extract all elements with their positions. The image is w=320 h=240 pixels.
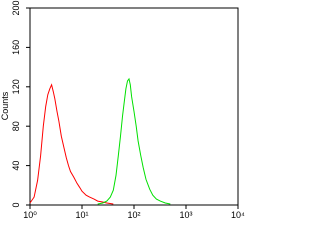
y-tick-label: 200 (11, 0, 21, 15)
series-line (97, 77, 171, 205)
x-tick-label: 10² (127, 210, 140, 220)
y-tick-label: 0 (11, 202, 21, 207)
x-tick-label: 10⁴ (231, 210, 245, 220)
x-tick-label: 10³ (179, 210, 192, 220)
x-tick-label: 10⁰ (23, 210, 37, 220)
y-axis-label: Counts (0, 91, 10, 120)
plot-frame (29, 7, 239, 206)
y-tick-label: 160 (11, 40, 21, 55)
x-tick-label: 10¹ (75, 210, 88, 220)
series-line (29, 83, 114, 205)
chart: Counts 0 40 80 120 160 200 10⁰ 10¹ 10² 10³ 10⁴ (0, 0, 245, 220)
y-tick-label: 40 (11, 161, 21, 171)
y-tick-label: 120 (11, 79, 21, 94)
y-tick-label: 80 (11, 121, 21, 131)
